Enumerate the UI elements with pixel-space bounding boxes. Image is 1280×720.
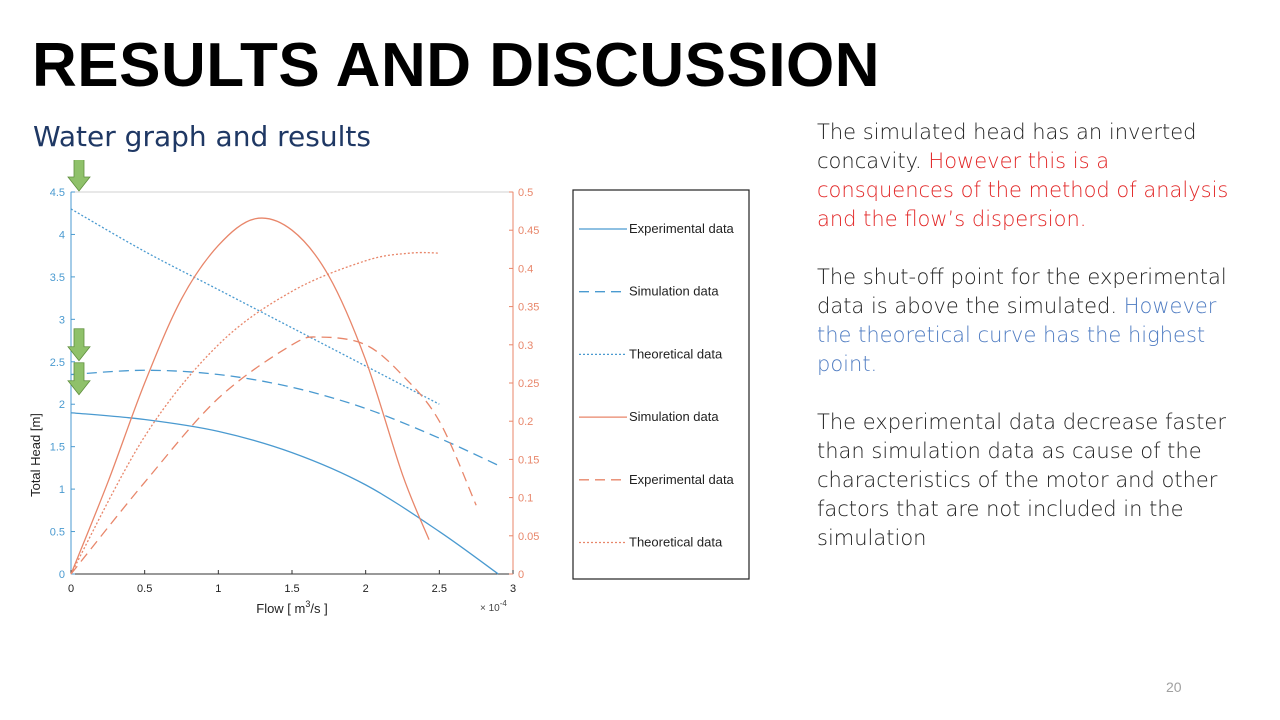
y-left-tick-label: 1 bbox=[59, 484, 65, 496]
y-right-tick-label: 0.25 bbox=[518, 378, 539, 390]
x-axis-label: Flow [ m3/s ] bbox=[256, 599, 327, 616]
series-line-2 bbox=[70, 369, 499, 466]
x-tick-label: 0.5 bbox=[137, 583, 152, 595]
y-left-tick-label: 2.5 bbox=[50, 357, 65, 369]
legend-label: Experimental data bbox=[629, 472, 735, 487]
series-line-3 bbox=[70, 208, 440, 405]
legend-label: Simulation data bbox=[629, 409, 719, 424]
legend-label: Theoretical data bbox=[629, 346, 723, 361]
series-line-4 bbox=[70, 217, 430, 575]
y-left-tick-label: 4.5 bbox=[50, 187, 65, 199]
x-tick-label: 3 bbox=[510, 583, 516, 595]
x-tick-label: 1.5 bbox=[284, 583, 299, 595]
page-number: 20 bbox=[1166, 679, 1182, 695]
y-left-tick-label: 1.5 bbox=[50, 442, 65, 454]
y-right-tick-label: 0.5 bbox=[518, 187, 533, 199]
x-tick-label: 2 bbox=[363, 583, 369, 595]
legend-label: Theoretical data bbox=[629, 535, 723, 550]
legend-label: Experimental data bbox=[629, 221, 735, 236]
y-right-tick-label: 0.05 bbox=[518, 531, 539, 543]
y-left-tick-label: 0.5 bbox=[50, 527, 65, 539]
series-line-1 bbox=[70, 412, 499, 575]
slide-subtitle: Water graph and results bbox=[33, 120, 371, 153]
paragraph-2: The shut-off point for the experimental … bbox=[817, 265, 1227, 376]
paragraph-1: The simulated head has an inverted conca… bbox=[817, 120, 1229, 231]
marker-arrow-icon bbox=[67, 158, 91, 192]
slide-title: RESULTS AND DISCUSSION bbox=[32, 31, 881, 100]
y-left-tick-label: 0 bbox=[59, 569, 65, 581]
x-tick-label: 1 bbox=[215, 583, 221, 595]
y-right-tick-label: 0.4 bbox=[518, 263, 533, 275]
x-tick-label: 2.5 bbox=[432, 583, 447, 595]
marker-arrow-icon bbox=[67, 362, 91, 396]
y-axis-left-label: Total Head [m] bbox=[28, 413, 43, 497]
chart-svg: Flow [ m3/s ] × 10-4 Total Head [m] 0 0.5… bbox=[28, 158, 750, 616]
legend-label: Simulation data bbox=[629, 284, 719, 299]
water-chart: Flow [ m3/s ] × 10-4 Total Head [m] 0 0.5… bbox=[0, 158, 800, 630]
y-right-tick-label: 0.1 bbox=[518, 493, 533, 505]
x-tick-label: 0 bbox=[68, 583, 74, 595]
y-right-tick-label: 0.15 bbox=[518, 454, 539, 466]
series-line-5 bbox=[70, 336, 477, 575]
y-right-tick-label: 0 bbox=[518, 569, 524, 581]
y-left-tick-label: 3.5 bbox=[50, 272, 65, 284]
paragraph-3: The experimental data decrease faster th… bbox=[817, 410, 1226, 550]
plot-frame bbox=[70, 191, 514, 575]
y-right-tick-label: 0.45 bbox=[518, 225, 539, 237]
y-right-tick-label: 0.35 bbox=[518, 302, 539, 314]
y-left-tick-label: 4 bbox=[59, 229, 65, 241]
y-right-tick-label: 0.2 bbox=[518, 416, 533, 428]
y-left-tick-label: 2 bbox=[59, 399, 65, 411]
legend-box bbox=[572, 189, 750, 580]
x-multiplier: × 10-4 bbox=[480, 599, 507, 614]
y-left-tick-label: 3 bbox=[59, 314, 65, 326]
marker-arrow-icon bbox=[67, 328, 91, 362]
discussion-text: The simulated head has an inverted conca… bbox=[817, 118, 1237, 582]
y-right-tick-label: 0.3 bbox=[518, 340, 533, 352]
